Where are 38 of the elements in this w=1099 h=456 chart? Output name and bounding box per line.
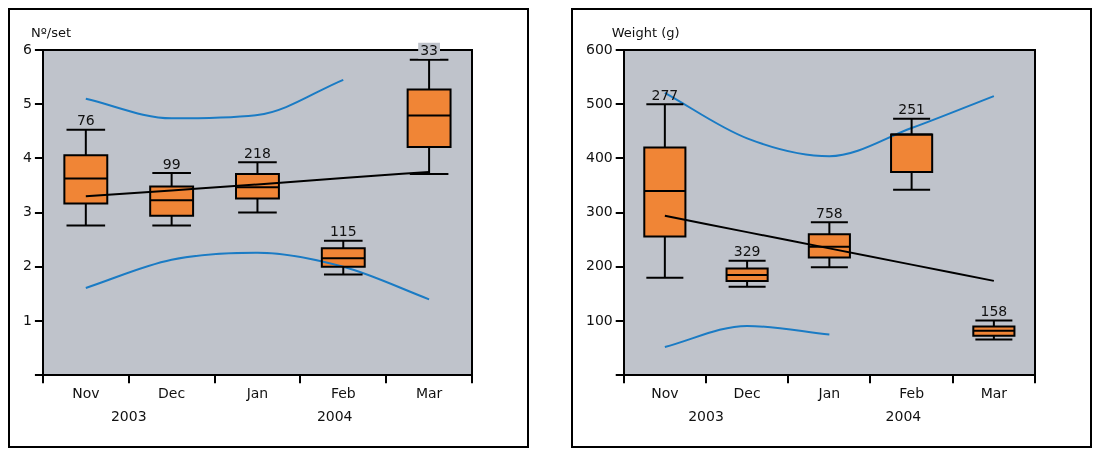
x-tick-label: Feb (899, 385, 925, 402)
text: 2003 (110, 408, 147, 425)
y-tick-label: 6 (22, 40, 32, 57)
annotation: 251 (898, 101, 925, 118)
x-tick-label: Dec (158, 385, 186, 402)
text: 2004 (316, 408, 353, 425)
annotation: 115 (329, 223, 357, 240)
line-series (84, 251, 431, 301)
x-tick-label: Dec (733, 385, 761, 402)
x-tick-label: Nov (651, 385, 679, 402)
y-tick-label: 100 (585, 311, 613, 328)
annotation: 33 (420, 42, 438, 59)
annotation: 99 (162, 155, 181, 172)
text: 2004 (885, 408, 922, 425)
y-tick-label: 1 (22, 311, 32, 328)
y-tick-label: 4 (22, 149, 32, 166)
x-tick-label: Jan (245, 385, 269, 402)
y-tick-label: 300 (585, 203, 613, 220)
x-tick-label: Mar (980, 385, 1008, 402)
y-tick-label: 5 (22, 94, 32, 111)
x-tick-label: Mar (415, 385, 443, 402)
y-axis-title: Nº/set (30, 24, 72, 40)
y-tick-label: 2 (22, 257, 32, 274)
annotation: 76 (76, 112, 95, 129)
y-tick-label: 3 (22, 203, 32, 220)
annotation: 329 (733, 243, 761, 260)
y-axis-title: Weight (g) (611, 24, 680, 40)
text: 2003 (688, 408, 724, 425)
y-tick-label: 500 (585, 94, 613, 111)
x-tick-label: Feb (330, 385, 356, 402)
annotation: 758 (815, 205, 843, 221)
annotation: 218 (244, 144, 271, 161)
x-tick-label: Nov (72, 385, 100, 402)
y-tick-label: 400 (585, 149, 613, 166)
x-tick-label: Jan (817, 385, 841, 402)
y-tick-label: 200 (585, 257, 613, 274)
y-tick-label: 600 (585, 40, 613, 57)
annotation: 158 (980, 303, 1008, 320)
